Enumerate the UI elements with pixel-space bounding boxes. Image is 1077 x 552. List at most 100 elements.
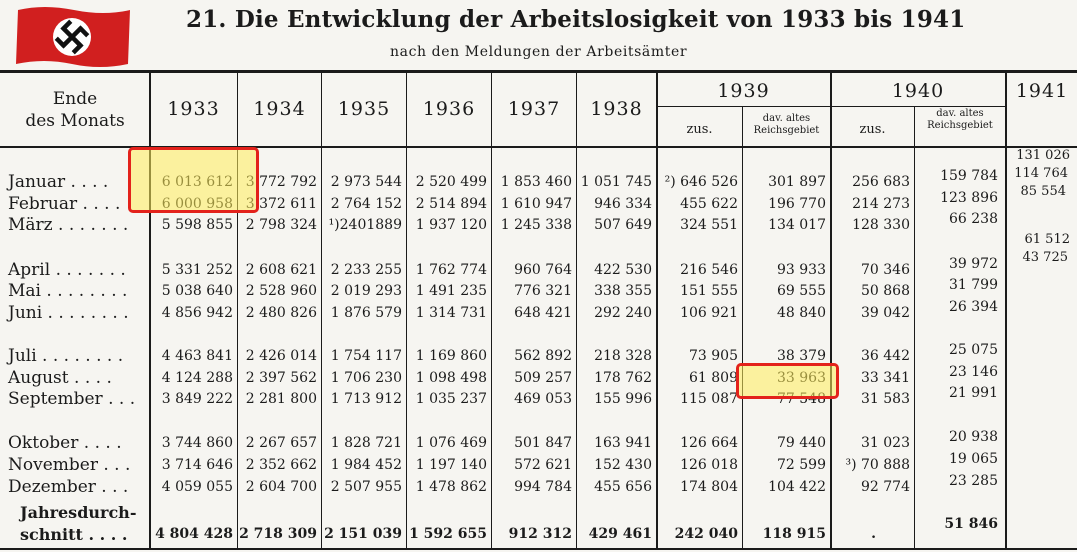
- month-label: Juli . . . . . . . .: [8, 346, 124, 366]
- column-divider: [656, 72, 658, 550]
- table-cell: 2 604 700: [245, 479, 317, 495]
- month-label: August . . . .: [8, 368, 112, 388]
- table-cell: 26 394: [949, 299, 998, 315]
- year-header-1941: 1941: [1015, 80, 1069, 102]
- table-cell: 31 023: [861, 435, 910, 451]
- table-cell: 455 656: [594, 479, 652, 495]
- table-cell: 1 491 235: [415, 283, 487, 299]
- table-cell: 25 075: [949, 342, 998, 358]
- table-cell: 1 076 469: [415, 435, 487, 451]
- dav-header-1940: dav. altes Reichsgebiet: [915, 108, 1005, 132]
- table-cell: 126 018: [680, 457, 738, 473]
- table-cell: 196 770: [768, 196, 826, 212]
- table-cell: 1 984 452: [330, 457, 402, 473]
- table-cell: 23 285: [949, 473, 998, 489]
- dav-header-line1: dav. altes: [762, 113, 811, 124]
- table-cell: 72 599: [777, 457, 826, 473]
- total-cell: 912 312: [508, 526, 572, 542]
- table-cell: 4 856 942: [161, 305, 233, 321]
- table-cell: 292 240: [594, 305, 652, 321]
- table-cell: 4 059 055: [161, 479, 233, 495]
- total-cell: 1 592 655: [409, 526, 487, 542]
- column-divider: [830, 72, 832, 550]
- year-header-1935: 1935: [337, 98, 391, 120]
- table-cell: 338 355: [594, 283, 652, 299]
- table-cell: 455 622: [680, 196, 738, 212]
- table-cell: 2 764 152: [330, 196, 402, 212]
- column-divider: [1005, 72, 1007, 550]
- table-cell: 946 334: [594, 196, 652, 212]
- year-header-1934: 1934: [253, 98, 306, 120]
- table-cell: 2 480 826: [245, 305, 317, 321]
- table-cell: 2 426 014: [245, 348, 317, 364]
- highlight-box: [736, 363, 839, 399]
- flag-image: [16, 7, 130, 67]
- top-rule: [0, 70, 1077, 73]
- year-header-1939: 1939: [717, 80, 770, 102]
- table-cell: 1 853 460: [500, 174, 572, 190]
- column-divider: [321, 72, 322, 550]
- table-cell: 994 784: [514, 479, 572, 495]
- table-cell: 501 847: [514, 435, 572, 451]
- table-cell-1941: 43 725: [1022, 250, 1069, 265]
- table-cell: 159 784: [940, 168, 998, 184]
- month-label: April . . . . . . .: [8, 260, 126, 280]
- table-cell-1941: 114 764: [1014, 166, 1068, 181]
- dav-header-1939: dav. altes Reichsgebiet: [743, 113, 830, 137]
- column-divider: [491, 72, 492, 550]
- total-label-line1: Jahresdurch-: [20, 503, 137, 522]
- table-cell: ³) 70 888: [845, 457, 910, 473]
- table-cell: 469 053: [514, 391, 572, 407]
- table-cell: 5 038 640: [161, 283, 233, 299]
- table-cell: 960 764: [514, 262, 572, 278]
- highlight-box: [128, 147, 259, 213]
- table-cell: 2 281 800: [245, 391, 317, 407]
- year-header-1936: 1936: [422, 98, 476, 120]
- year-header-1938: 1938: [590, 98, 643, 120]
- month-label: März . . . . . . .: [8, 215, 129, 235]
- table-cell: 31 583: [861, 391, 910, 407]
- total-cell: 51 846: [944, 516, 998, 532]
- table-cell: 151 555: [680, 283, 738, 299]
- table-cell: 1 828 721: [330, 435, 402, 451]
- table-cell: 422 530: [594, 262, 652, 278]
- table-cell: 66 238: [949, 211, 998, 227]
- column-divider: [237, 72, 238, 550]
- table-cell: 301 897: [768, 174, 826, 190]
- table-cell: ¹)2401889: [328, 217, 402, 233]
- year-header-1937: 1937: [507, 98, 561, 120]
- table-cell: 216 546: [680, 262, 738, 278]
- table-cell: 218 328: [594, 348, 652, 364]
- table-cell: 1 713 912: [330, 391, 402, 407]
- table-cell: 3 714 646: [161, 457, 233, 473]
- table-cell: 19 065: [949, 451, 998, 467]
- month-label: September . . .: [8, 389, 136, 409]
- column-divider: [914, 106, 915, 550]
- table-cell: 20 938: [949, 429, 998, 445]
- table-cell: 2 507 955: [330, 479, 402, 495]
- table-cell: 1 035 237: [415, 391, 487, 407]
- table-cell: 1 937 120: [415, 217, 487, 233]
- table-cell: 163 941: [594, 435, 652, 451]
- header-rule: [0, 146, 1077, 148]
- column-divider: [406, 72, 407, 550]
- table-cell: 69 555: [777, 283, 826, 299]
- year-header-1940: 1940: [891, 80, 945, 102]
- row-header-line2: des Monats: [25, 111, 125, 131]
- table-cell: 155 996: [594, 391, 652, 407]
- table-cell: 2 798 324: [245, 217, 317, 233]
- table-cell: 572 621: [514, 457, 572, 473]
- year-header-1933: 1933: [167, 98, 220, 120]
- table-cell: 23 146: [949, 364, 998, 380]
- table-cell: 2 267 657: [245, 435, 317, 451]
- zus-header-1940: zus.: [859, 122, 886, 137]
- table-cell-1941: 131 026: [1016, 148, 1070, 163]
- subheader-rule: [830, 106, 1005, 107]
- table-cell: 1 051 745: [580, 174, 652, 190]
- table-cell: 2 397 562: [245, 370, 317, 386]
- table-cell: 1 754 117: [330, 348, 402, 364]
- table-cell: 1 197 140: [415, 457, 487, 473]
- dav-header-line1: dav. altes: [936, 108, 984, 119]
- total-cell: 118 915: [762, 526, 826, 542]
- total-cell: 429 461: [588, 526, 652, 542]
